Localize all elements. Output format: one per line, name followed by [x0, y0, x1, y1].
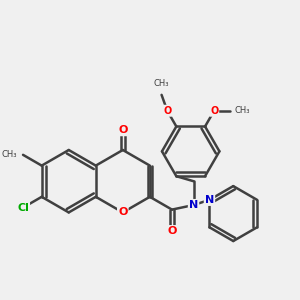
- Text: Cl: Cl: [17, 202, 29, 213]
- Text: CH₃: CH₃: [2, 150, 17, 159]
- Text: O: O: [118, 207, 128, 218]
- Text: O: O: [163, 106, 171, 116]
- Text: N: N: [189, 200, 198, 210]
- Text: O: O: [167, 226, 177, 236]
- Text: CH₃: CH₃: [235, 106, 250, 115]
- Text: O: O: [118, 125, 128, 135]
- Text: CH₃: CH₃: [154, 79, 169, 88]
- Text: N: N: [205, 195, 214, 205]
- Text: O: O: [210, 106, 218, 116]
